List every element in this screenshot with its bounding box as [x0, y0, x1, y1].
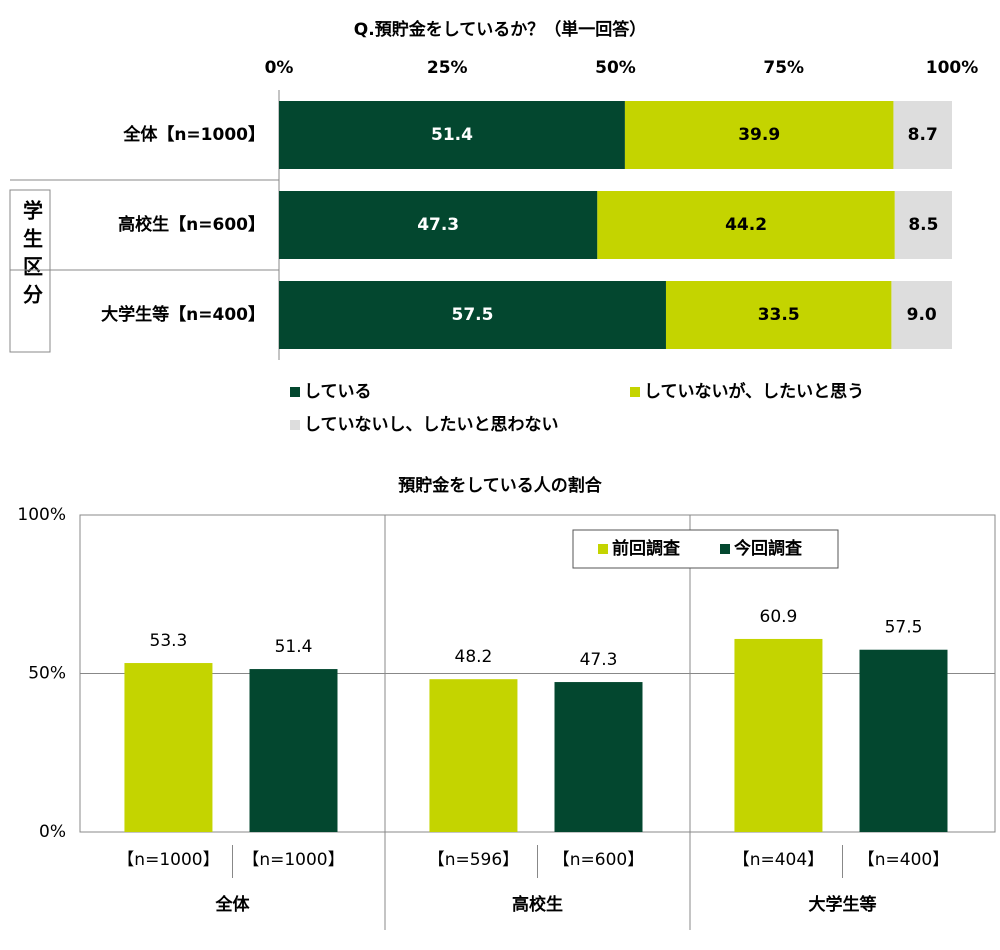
data-label: 47.3: [580, 650, 618, 670]
x-tick-label: 25%: [427, 58, 468, 78]
bar-segment: [279, 101, 625, 169]
legend-label: 前回調査: [612, 538, 681, 559]
data-label: 51.4: [275, 637, 313, 657]
legend-swatch: [290, 420, 300, 430]
legend-box: [572, 529, 839, 569]
chart-title: 預貯金をしている人の割合: [398, 475, 602, 496]
chart-title: Q.預貯金をしているか？（単一回答）: [354, 19, 646, 40]
bar-segment: [894, 191, 952, 259]
sample-label: 【n=596】: [428, 850, 519, 870]
group-label: 大学生等: [809, 894, 877, 915]
bar-segment: [893, 101, 952, 169]
bar: [734, 638, 823, 832]
bar-segment: [597, 191, 895, 259]
bar: [859, 649, 948, 832]
legend-swatch: [630, 387, 640, 397]
sample-label: 【n=1000】: [242, 850, 344, 870]
data-label: 48.2: [455, 647, 493, 667]
category-label: 大学生等【n=400】: [101, 304, 265, 325]
x-tick-label: 75%: [763, 58, 804, 78]
data-label: 33.5: [758, 305, 800, 325]
data-label: 39.9: [738, 125, 780, 145]
bar-segment: [279, 191, 598, 259]
group-label: 学生区分: [20, 199, 44, 312]
legend-swatch: [598, 544, 608, 554]
data-label: 9.0: [907, 305, 937, 325]
bar-segment: [665, 281, 892, 349]
bar: [124, 663, 213, 832]
data-label: 57.5: [885, 618, 923, 638]
legend-label: していないし、したいと思わない: [304, 415, 559, 435]
data-label: 8.7: [908, 125, 938, 145]
data-label: 47.3: [417, 215, 459, 235]
y-tick-label: 0%: [39, 822, 66, 842]
legend-label: している: [304, 382, 372, 402]
data-label: 8.5: [908, 215, 938, 235]
legend-label: 今回調査: [734, 538, 803, 559]
data-label: 44.2: [725, 215, 767, 235]
group-label: 高校生: [512, 894, 563, 915]
group-box: [9, 189, 51, 353]
legend-swatch: [290, 387, 300, 397]
x-tick-label: 50%: [595, 58, 636, 78]
y-tick-label: 100%: [17, 505, 66, 525]
group-label: 全体: [215, 894, 251, 915]
data-label: 57.5: [452, 305, 494, 325]
category-label: 高校生【n=600】: [118, 214, 265, 235]
data-label: 60.9: [760, 607, 798, 627]
x-tick-label: 0%: [265, 58, 294, 78]
data-label: 51.4: [431, 125, 473, 145]
sample-label: 【n=404】: [733, 850, 824, 870]
bar-segment: [279, 281, 666, 349]
legend-label: していないが、したいと思う: [644, 381, 864, 402]
legend-swatch: [720, 544, 730, 554]
sample-label: 【n=400】: [858, 850, 949, 870]
bar: [429, 679, 518, 832]
data-label: 53.3: [150, 631, 188, 651]
y-tick-label: 50%: [28, 664, 66, 684]
bar-segment: [891, 281, 952, 349]
bar: [554, 682, 643, 832]
category-label: 全体【n=1000】: [122, 124, 265, 145]
bar-segment: [624, 101, 894, 169]
sample-label: 【n=600】: [553, 850, 644, 870]
sample-label: 【n=1000】: [117, 850, 219, 870]
bar: [249, 669, 338, 832]
x-tick-label: 100%: [926, 58, 979, 78]
